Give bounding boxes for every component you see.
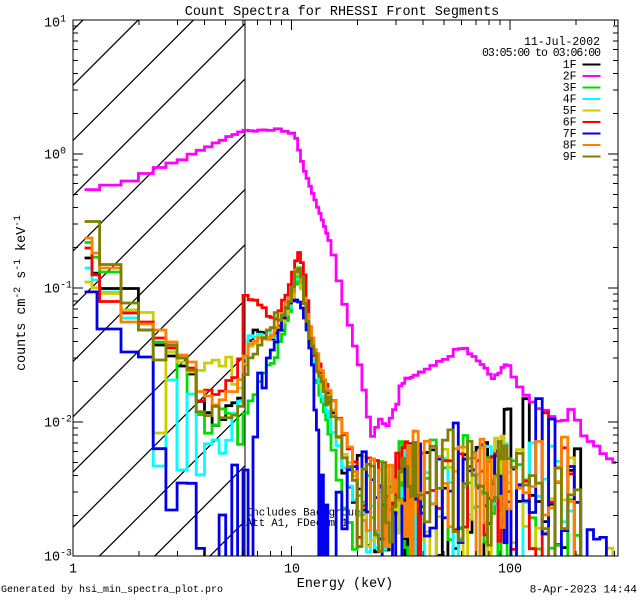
svg-text:11-Jul-2002: 11-Jul-2002 [524, 36, 600, 49]
svg-text:9F: 9F [563, 151, 577, 164]
svg-text:Energy (keV): Energy (keV) [297, 577, 393, 592]
svg-text:Generated by hsi_min_spectra_p: Generated by hsi_min_spectra_plot.pro [1, 584, 223, 596]
svg-text:1: 1 [69, 563, 77, 578]
svg-text:1F: 1F [563, 59, 577, 72]
svg-text:8F: 8F [563, 140, 577, 153]
svg-text:Count Spectra for RHESSI Front: Count Spectra for RHESSI Front Segments [185, 5, 500, 20]
svg-text:Att A1, FDecim 1: Att A1, FDecim 1 [246, 518, 348, 530]
svg-text:3F: 3F [563, 82, 577, 95]
svg-text:6F: 6F [563, 117, 577, 130]
svg-text:2F: 2F [563, 71, 577, 84]
svg-text:7F: 7F [563, 128, 577, 141]
svg-text:8-Apr-2023 14:44: 8-Apr-2023 14:44 [530, 585, 638, 597]
svg-text:03:05:00 to 03:06:00: 03:05:00 to 03:06:00 [482, 47, 601, 60]
svg-text:10: 10 [284, 563, 300, 578]
svg-text:100: 100 [498, 563, 522, 578]
svg-text:counts cm-2 s-1 keV-1: counts cm-2 s-1 keV-1 [12, 215, 30, 371]
svg-text:5F: 5F [563, 105, 577, 118]
svg-text:4F: 4F [563, 94, 577, 107]
